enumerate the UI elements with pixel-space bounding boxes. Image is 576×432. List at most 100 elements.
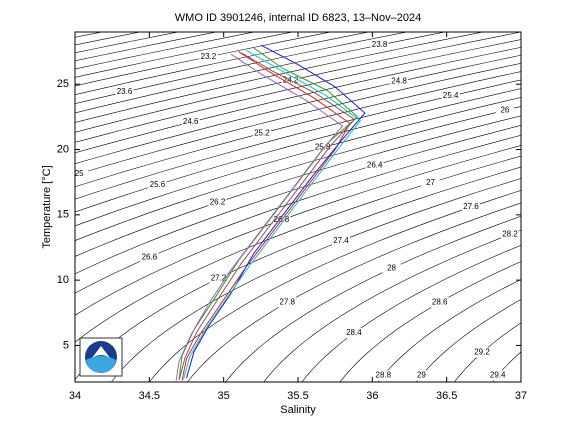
isopycnal-label-bg [75,168,89,179]
isopycnal-label-bg [344,328,363,339]
isopycnal [75,115,521,257]
isopycnal-label: 27.8 [279,297,295,306]
x-tick-label: 37 [515,390,527,402]
profile-line [178,52,356,381]
y-tick-label: 10 [57,274,69,286]
y-axis-label: Temperature [°C] [41,165,53,248]
isopycnal-label-bg [199,51,218,62]
profile-layer [175,44,366,381]
isopycnal-label: 25.2 [254,128,270,137]
isopycnal-label-bg [370,40,389,51]
isopycnal [75,166,521,381]
isopycnal [263,229,521,382]
x-tick-label: 35.5 [287,390,308,402]
plot-area [75,32,521,382]
x-tick-label: 36.5 [436,390,457,402]
isopycnal [415,299,521,382]
isopycnal-label-bg [209,273,228,284]
isopycnal-label: 26 [500,105,509,114]
y-tick-label: 20 [57,143,69,155]
isopycnal-label-bg [488,370,507,381]
isopycnal-label: 25.8 [315,143,331,152]
isopycnal-label: 27 [426,178,435,187]
isopycnal-label: 24.8 [391,77,407,86]
noaa-logo [79,337,123,377]
isopycnal-label: 28.2 [502,230,518,239]
isopycnal-label: 28.6 [432,297,448,306]
isopycnal [75,32,332,87]
profile-line [181,51,351,381]
isopycnal [75,62,521,176]
isopycnal [75,32,447,114]
isopycnal-label-bg [148,179,167,190]
isopycnal-layer: 23.2 23.6 23.8 24.2 24.6 24.8 25 25.2 25.4 25.6 25… [75,32,521,382]
profile-line [183,49,362,380]
isopycnal [377,279,521,382]
logo-wave [86,356,116,373]
isopycnal-label-bg [208,197,227,208]
isopycnal-label-bg [181,117,200,128]
isopycnal [75,97,521,227]
isopycnal [75,39,521,143]
isopycnal [75,88,521,213]
isopycnal-label: 28.4 [346,328,362,337]
isopycnal-label-bg [430,297,449,308]
isopycnal [225,215,521,382]
isopycnal [110,178,521,382]
isopycnal-label: 25 [75,169,84,178]
isopycnal-label: 26.2 [210,198,226,207]
isopycnal-label: 29.2 [474,348,490,357]
x-axis-label: Salinity [280,404,316,416]
isopycnal [75,32,485,123]
isopycnal-label-bg [473,347,492,358]
isopycnal-label: 23.2 [201,52,217,61]
isopycnal-label-bg [495,105,514,116]
isopycnal-label-bg [382,263,401,274]
isopycnal-label: 23.6 [117,87,133,96]
x-tick-label: 34 [69,390,81,402]
isopycnal-label-bg [278,297,297,308]
isopycnal-label-bg [331,235,350,246]
isopycnal-label: 26.6 [142,252,158,261]
isopycnal-label: 27.4 [333,236,349,245]
isopycnal-label-bg [252,128,271,139]
isopycnal [75,155,521,343]
isopycnal-label: 27.6 [463,202,479,211]
isopycnal [75,47,521,154]
isopycnal [75,54,521,165]
isopycnal-label-bg [441,90,460,101]
x-tick-label: 34.5 [139,390,160,402]
isopycnal-label-bg [412,370,431,381]
isopycnal-label: 28 [387,263,396,272]
isopycnal [75,134,521,294]
isopycnal-label: 23.8 [372,40,388,49]
isopycnal-label-bg [501,229,520,240]
isopycnal [75,145,521,316]
isopycnal-label-bg [313,142,332,153]
isopycnal-label: 29.4 [490,371,506,380]
y-tick-label: 5 [63,339,69,351]
isopycnal-label: 25.4 [443,91,459,100]
profile-line [175,53,344,381]
isopycnal [339,261,521,382]
chart-title: WMO ID 3901246, internal ID 6823, 13–Nov… [175,12,421,24]
isopycnal-label: 28.8 [376,371,392,380]
logo-bird [92,346,110,358]
y-tick-label: 25 [57,78,69,90]
isopycnal-label-bg [461,202,480,212]
isopycnal [75,106,521,241]
isopycnal [75,79,521,200]
isopycnal [453,322,521,382]
isopycnal-label-bg [365,160,384,171]
y-tick-label: 15 [57,209,69,221]
isopycnal-label: 26.4 [367,160,383,169]
isopycnal [75,32,521,133]
isopycnal-label-bg [115,87,134,98]
isopycnal [187,202,521,382]
isopycnal-label-bg [374,370,393,381]
isopycnal-label-bg [390,76,409,87]
isopycnal [75,71,521,188]
isopycnal-label: 24.6 [183,117,199,126]
isopycnal-label: 29 [417,371,426,380]
